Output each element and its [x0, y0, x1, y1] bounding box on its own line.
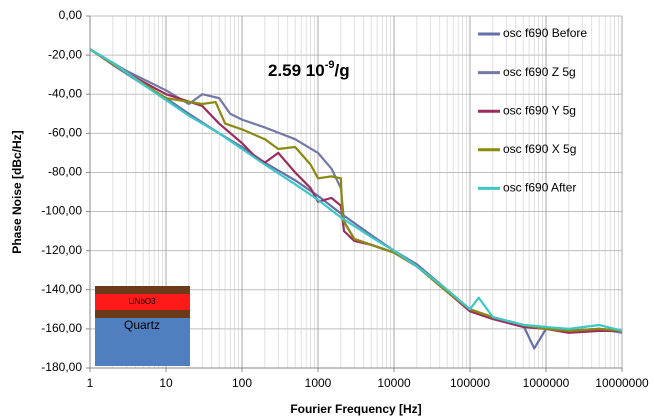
layer: [95, 294, 190, 310]
y-tick-label: -160,00: [41, 321, 82, 335]
y-tick-label: -20,00: [48, 47, 82, 61]
layer: [95, 286, 190, 294]
legend-label: osc f690 Before: [503, 26, 587, 40]
y-tick-label: -100,00: [41, 204, 82, 218]
ticks: 0,00 -20,00 -40,00 -60,00 -80,00 -100,00 -120,…: [41, 8, 649, 390]
legend-label: osc f690 Y 5g: [503, 103, 576, 117]
x-tick-label: 10000000: [595, 376, 649, 390]
x-tick-label: 1000000: [523, 376, 570, 390]
annotation-suffix: /g: [335, 61, 350, 80]
y-tick-label: -40,00: [48, 86, 82, 100]
legend: osc f690 Before osc f690 Z 5g osc f690 Y 5…: [478, 26, 587, 195]
y-tick-label: -80,00: [48, 165, 82, 179]
series-line: [89, 48, 623, 332]
x-tick-label: 1: [87, 376, 94, 390]
legend-label: osc f690 Z 5g: [503, 65, 576, 79]
annotation-text: 2.59 10: [268, 61, 325, 80]
layer-label: Quartz: [124, 318, 160, 332]
lines: [89, 48, 623, 350]
x-tick-label: 1000: [305, 376, 332, 390]
inset: LiNbO3 Quartz: [95, 286, 190, 366]
x-tick-label: 100000: [450, 376, 490, 390]
legend-label: osc f690 After: [503, 181, 576, 195]
y-tick-label: -60,00: [48, 126, 82, 140]
annotation-sup: -9: [325, 59, 335, 71]
y-tick-label: 0,00: [59, 8, 83, 22]
x-tick-label: 100: [232, 376, 252, 390]
annotation: 2.59 10-9/g: [268, 59, 350, 81]
y-tick-label: -140,00: [41, 282, 82, 296]
y-tick-label: -120,00: [41, 243, 82, 257]
x-axis-title: Fourier Frequency [Hz]: [290, 402, 421, 416]
y-tick-label: -180,00: [41, 360, 82, 374]
layer-label: LiNbO3: [128, 297, 156, 306]
layer: [95, 310, 190, 318]
y-axis-title: Phase Noise [dBc/Hz]: [10, 130, 24, 253]
x-tick-label: 10000: [377, 376, 411, 390]
x-tick-label: 10: [159, 376, 173, 390]
layer: [95, 318, 190, 366]
legend-label: osc f690 X 5g: [503, 142, 576, 156]
